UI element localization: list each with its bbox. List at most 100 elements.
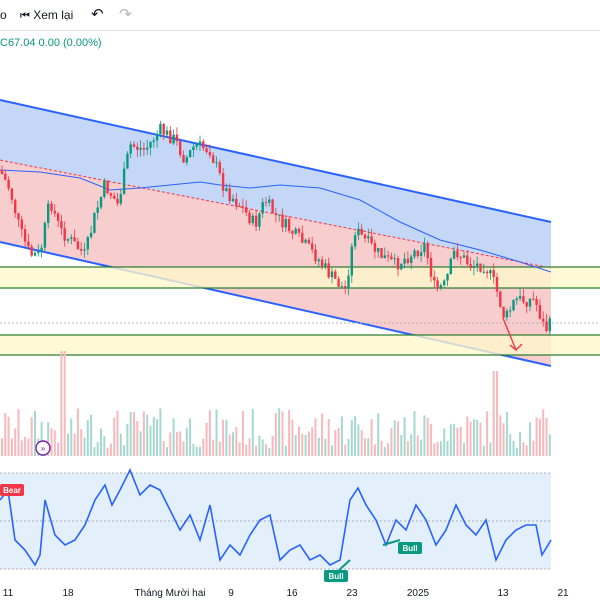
volume-bar [489,443,491,456]
volume-bar [414,411,416,456]
candle-body [103,181,105,197]
candle-body [516,299,518,301]
candle-body [288,219,290,231]
candle-body [93,213,95,233]
candle-body [403,259,405,264]
volume-bar [275,413,277,456]
candle-body [549,319,551,331]
candle-body [331,271,333,277]
candle-body [192,147,194,150]
candle-body [113,196,115,199]
volume-bar [466,416,468,456]
candle-body [512,300,514,310]
candle-body [433,277,435,281]
volume-bar [364,438,366,456]
candle-body [7,180,9,189]
candle-body [311,243,313,249]
volume-bar [107,448,109,456]
volume-bar [103,436,105,456]
volume-bar [51,428,53,456]
volume-bar [443,428,445,456]
candle-body [526,302,528,306]
volume-bar [146,415,148,456]
volume-bar [295,435,297,456]
volume-bar [8,417,10,456]
volume-bar [126,424,128,456]
volume-bar [186,428,188,456]
volume-bar [285,445,287,456]
volume-bar [173,418,175,456]
volume-bar [542,409,544,456]
volume-bar [493,371,495,456]
volume-bar [235,427,237,456]
candle-body [361,229,363,235]
candle-body [496,277,498,292]
candle-body [73,237,75,241]
volume-bar [192,444,194,456]
volume-bar [437,442,439,456]
candle-body [298,229,300,233]
volume-bar [209,410,211,456]
candle-body [116,199,118,204]
volume-bar [252,409,254,456]
candle-body [169,130,171,143]
volume-bar [351,420,353,456]
volume-bar [321,413,323,456]
candle-body [483,272,485,273]
volume-bar [483,446,485,456]
candle-body [222,173,224,191]
candle-body [318,260,320,262]
volume-bar [57,443,59,456]
volume-bar [183,441,185,456]
candle-body [367,236,369,238]
volume-bar [196,447,198,456]
volume-bar [97,442,99,456]
candle-body [291,231,293,234]
volume-bar [348,439,350,456]
replay-marker-glyph: » [41,444,46,453]
volume-bar [423,415,425,456]
candle-body [130,144,132,153]
volume-bar [130,412,132,456]
candle-body [67,239,69,241]
volume-bar [486,411,488,456]
candle-body [232,199,234,201]
volume-bar [222,420,224,456]
candle-body [410,257,412,263]
volume-bar [476,420,478,456]
candle-body [400,264,402,270]
candle-body [4,174,6,180]
volume-bar [298,427,300,456]
candle-body [44,223,46,248]
volume-bar [258,436,260,456]
candle-body [304,240,306,243]
candle-body [278,215,280,216]
volume-bar [176,432,178,456]
volume-bar [404,417,406,456]
candle-body [100,197,102,208]
volume-bar [199,447,201,456]
candle-body [509,310,511,311]
candle-body [212,155,214,162]
candle-body [27,242,29,247]
volume-bar [549,434,551,456]
x-axis-label: 21 [557,588,569,599]
candle-body [90,233,92,237]
candle-body [60,221,62,228]
volume-bar [450,424,452,456]
candle-body [64,228,66,240]
candle-body [205,148,207,152]
volume-bar [11,439,13,456]
candle-body [542,319,544,322]
candle-body [271,199,273,213]
candle-body [502,307,504,318]
volume-bar [100,428,102,456]
volume-bar [417,435,419,456]
volume-bar [84,437,86,456]
volume-bar [18,409,20,456]
volume-bar [384,447,386,456]
volume-bar [239,442,241,456]
volume-bar [338,428,340,456]
volume-bar [140,431,142,456]
